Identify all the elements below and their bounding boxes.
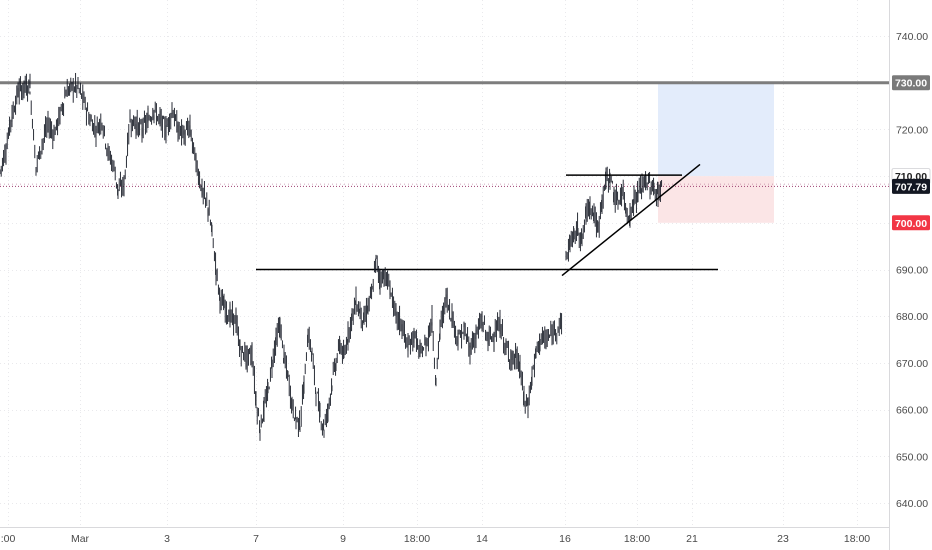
x-tick-label: 3 (164, 533, 170, 545)
x-tick-label: 21 (686, 533, 698, 545)
y-tick-label: 680.00 (896, 311, 928, 323)
stop-zone (658, 176, 774, 223)
price-badge-label: 730.00 (895, 78, 927, 90)
y-tick-label: 650.00 (896, 451, 928, 463)
x-tick-label: 9 (340, 533, 346, 545)
price-badge (892, 215, 930, 231)
x-tick-label: Mar (71, 533, 90, 545)
price-badge (892, 75, 930, 91)
y-tick-label: 670.00 (896, 358, 928, 370)
x-tick-label: 14 (476, 533, 488, 545)
grid-lines (0, 0, 889, 527)
candlesticks (0, 72, 663, 441)
x-tick-label: 7 (253, 533, 259, 545)
price-badge-label: 700.00 (895, 218, 927, 230)
y-tick-label: 640.00 (896, 498, 928, 510)
target-zone (658, 82, 774, 177)
y-tick-label: 690.00 (896, 265, 928, 277)
time-axis[interactable]: :00 Mar 3 7 9 18:00 14 16 18:00 21 23 18:00 (1, 533, 871, 545)
y-tick-label: 720.00 (896, 124, 928, 136)
price-badge (892, 178, 930, 194)
x-tick-label: 23 (777, 533, 789, 545)
x-tick-label: 18:00 (844, 533, 870, 545)
price-axis[interactable]: 640.00 650.00 660.00 670.00 680.00 690.00 700.… (896, 31, 928, 510)
x-tick-label: 18:00 (624, 533, 650, 545)
position-zones (658, 82, 774, 223)
ascending-trendline (561, 163, 701, 277)
x-tick-label: 18:00 (404, 533, 430, 545)
price-badge-label: 707.79 (895, 181, 927, 193)
y-tick-label: 660.00 (896, 405, 928, 417)
trend-lines (561, 163, 701, 277)
y-tick-label: 740.00 (896, 31, 928, 43)
x-tick-label: 16 (559, 533, 571, 545)
horizontal-levels (0, 81, 889, 271)
x-tick-label: :00 (1, 533, 16, 545)
